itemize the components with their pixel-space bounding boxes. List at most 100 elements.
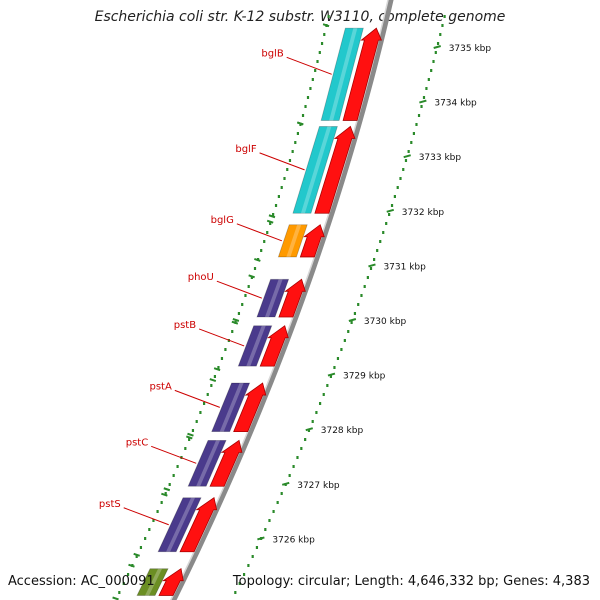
scale-tick-label: 3734 kbp (434, 99, 477, 109)
outer-scale-dot (247, 564, 250, 567)
outer-scale-dot (272, 510, 275, 513)
scale-tick (386, 208, 395, 213)
gene-label-leader (123, 507, 169, 526)
inner-scale-dot (266, 231, 269, 234)
outer-scale-dot (300, 447, 303, 450)
gene-label: pstS (99, 499, 121, 510)
outer-scale-dot (264, 528, 267, 531)
outer-scale-dot (420, 105, 423, 108)
gene-feature-pstC (187, 439, 227, 487)
gene-label: bglB (261, 48, 283, 59)
inner-scale-dot (291, 150, 294, 153)
outer-scale-dot (329, 375, 333, 378)
inner-scale-dot (144, 537, 147, 540)
outer-scale-dot (439, 33, 442, 36)
outer-scale-dot (353, 312, 357, 315)
scale-tick (348, 318, 357, 322)
outer-scale-dot (311, 420, 314, 423)
genes-layer (136, 27, 383, 596)
outer-scale-dot (430, 69, 433, 72)
outer-scale-dot (296, 456, 299, 459)
gene-feature-shine (196, 440, 221, 487)
inner-scale-dot (311, 78, 314, 81)
inner-scale-dot (168, 483, 171, 486)
gene-label: pstA (149, 381, 171, 392)
inner-scale-tick (112, 596, 119, 600)
outer-scale-dot (336, 357, 340, 360)
cds-arrow-phoU (278, 278, 306, 318)
inner-scale-tick (133, 552, 141, 557)
outer-scale-dot (402, 168, 405, 171)
inner-scale-dot (269, 222, 272, 225)
inner-scale-tick (231, 320, 239, 325)
scale-tick-label: 3728 kbp (321, 426, 364, 436)
outer-scale-dot (234, 591, 237, 594)
inner-scale-dot (237, 312, 241, 315)
inner-scale-dot (195, 420, 198, 423)
gene-label-leader (216, 280, 263, 299)
inner-scale-dot (118, 591, 121, 594)
gene-feature-pstB (237, 325, 273, 367)
inner-scale-tick (266, 219, 274, 224)
inner-scale-dot (217, 366, 220, 369)
cds-arrow-pstS (179, 497, 218, 553)
inner-scale-tick (187, 432, 194, 437)
inner-scale-tick (128, 563, 135, 568)
gene-feature-shine (246, 325, 266, 367)
inner-scale-dot (122, 582, 125, 585)
gene-label-leader (198, 328, 245, 347)
scale-tick (368, 263, 376, 268)
gene-feature-shine (219, 383, 244, 432)
scale-tick-label: 3727 kbp (297, 481, 340, 491)
outer-scale-dot (280, 492, 283, 495)
outer-scale-dot (396, 186, 399, 189)
outer-scale-dot (343, 339, 346, 342)
outer-scale-dot (415, 123, 418, 126)
outer-scale-dot (333, 366, 336, 369)
inner-scale-dot (206, 393, 209, 396)
inner-scale-dot (327, 15, 330, 18)
outer-scale-dot (242, 573, 246, 576)
scale-tick (281, 481, 290, 486)
inner-scale-dot (277, 195, 280, 198)
inner-scale-dot (301, 114, 305, 117)
gene-feature-bglB (320, 27, 364, 121)
inner-scale-dot (224, 348, 227, 351)
genome-summary-text: Topology: circular; Length: 4,646,332 bp… (232, 574, 590, 589)
gene-feature-shine (300, 126, 332, 214)
inner-scale-dot (260, 249, 263, 252)
inner-scale-tick (322, 23, 330, 28)
inner-scale-dot (160, 501, 163, 504)
outer-scale-dot (410, 141, 413, 144)
outer-scale-dot (307, 429, 311, 432)
inner-scale-dot (135, 555, 138, 558)
scale-tick (305, 427, 314, 432)
outer-scale-dot (251, 555, 254, 558)
outer-scale-dot (268, 519, 271, 522)
scale-tick-label: 3732 kbp (402, 208, 445, 218)
inner-scale-dot (213, 375, 217, 378)
map-title: Escherichia coli str. K-12 substr. W3110… (94, 9, 506, 25)
gene-label-leader (151, 445, 197, 464)
outer-scale-dot (427, 78, 430, 81)
gene-feature-shine (329, 28, 358, 121)
outer-scale-dot (366, 276, 369, 279)
outer-scale-dot (357, 303, 360, 306)
outer-scale-dot (385, 222, 388, 225)
outer-scale-dot (318, 402, 322, 405)
gene-feature-shine (166, 497, 196, 552)
scale-tick (257, 536, 265, 541)
outer-scale-dot (376, 249, 379, 252)
inner-scale-dot (172, 474, 175, 477)
inner-scale-dot (148, 528, 151, 531)
inner-scale-dot (199, 411, 202, 414)
gene-feature-shine (145, 568, 163, 596)
inner-scale-dot (210, 384, 213, 387)
gene-feature-shine (264, 279, 283, 317)
scale-tick (327, 372, 336, 377)
inner-scale-dot (184, 447, 187, 450)
inner-scale-dot (309, 87, 312, 90)
outer-scale-dot (360, 294, 363, 297)
gene-feature-pstA (211, 382, 251, 433)
